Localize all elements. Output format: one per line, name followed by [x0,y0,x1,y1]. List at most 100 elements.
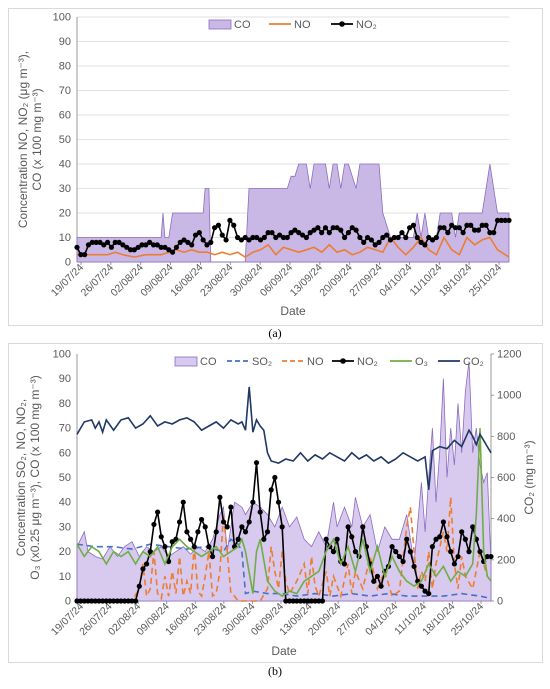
data-point [407,549,413,555]
data-point [239,524,245,530]
data-point [269,230,275,236]
data-point [184,529,190,535]
legend-label: CO₂ [463,356,484,368]
y-tick-label: 50 [59,472,71,484]
data-point [173,244,179,250]
data-point [341,561,348,567]
data-point [422,588,428,594]
data-point [296,230,302,236]
y2-tick-label: 1200 [497,349,521,361]
data-point [326,230,332,236]
data-point [169,249,176,255]
data-point [261,536,267,542]
data-point [342,234,348,241]
data-point [104,239,111,245]
data-point [468,222,474,228]
data-point [426,234,432,241]
y-tick-label: 90 [59,373,71,385]
data-point [246,519,252,525]
data-point [265,230,271,236]
data-point [158,534,164,540]
data-point [414,234,420,241]
data-point [488,553,494,560]
data-point [364,234,371,241]
data-point [89,598,95,604]
data-point [345,230,352,236]
data-point [120,242,126,248]
chart-b-svg: 0102030405060708090100020040060080010001… [14,349,536,659]
y-tick-label: 60 [59,110,71,122]
y-tick-label: 0 [65,257,71,269]
data-point [139,242,145,248]
data-point [395,234,401,241]
data-point [452,225,459,231]
data-point [143,242,149,248]
data-point [173,536,179,542]
series-area-co [76,361,492,602]
data-point [479,222,485,228]
y2-tick-label: 200 [497,554,515,566]
data-point [429,237,436,243]
y-tick-label: 40 [59,159,71,171]
data-point [410,222,417,228]
data-point [445,230,451,236]
x-axis-title: Date [271,644,297,658]
data-point [147,549,153,555]
data-point [253,460,260,466]
data-point [299,232,306,238]
y-tick-label: 20 [59,208,71,220]
data-point [441,225,447,231]
data-point [181,237,187,243]
data-point [426,590,432,597]
data-point [411,563,417,570]
data-point [198,516,205,523]
data-point [176,519,183,525]
data-point [116,239,122,245]
data-point [215,222,222,228]
y-tick-label: 30 [59,521,71,533]
data-point [372,242,378,248]
y2-tick-label: 600 [497,472,515,484]
data-point [264,529,271,535]
data-point [202,524,208,530]
data-point [491,230,497,236]
legend-swatch-co [208,19,232,30]
data-point [470,524,476,530]
data-point [166,247,172,253]
data-point [169,539,175,545]
data-point [200,237,206,243]
y-tick-label: 0 [65,596,71,608]
data-point [125,598,131,604]
data-point [484,553,490,560]
data-point [89,239,95,245]
data-point [273,234,279,241]
legend-label: CO [234,19,251,31]
data-point [462,536,468,542]
data-point [330,549,337,555]
data-point [433,234,439,241]
data-point [334,225,340,231]
y-tick-label: 100 [53,12,71,24]
data-point [209,553,216,560]
data-point [78,598,84,604]
data-point [231,222,237,228]
data-point [151,521,157,528]
y-tick-label: 90 [59,36,71,48]
y2-tick-label: 0 [497,596,503,608]
data-point [292,227,298,233]
data-point [312,598,318,604]
data-point [319,598,326,604]
y-tick-label: 70 [59,423,71,435]
data-point [459,529,465,535]
data-point [323,536,329,542]
data-point [242,234,248,241]
data-point [322,225,329,231]
data-point [257,237,264,243]
data-point [208,239,214,245]
data-point [280,234,287,241]
legend-marker [340,358,346,364]
data-point [357,234,363,241]
y-tick-label: 40 [59,497,71,509]
data-point [330,225,336,231]
x-tick-label: 04/10/24 [377,262,414,299]
